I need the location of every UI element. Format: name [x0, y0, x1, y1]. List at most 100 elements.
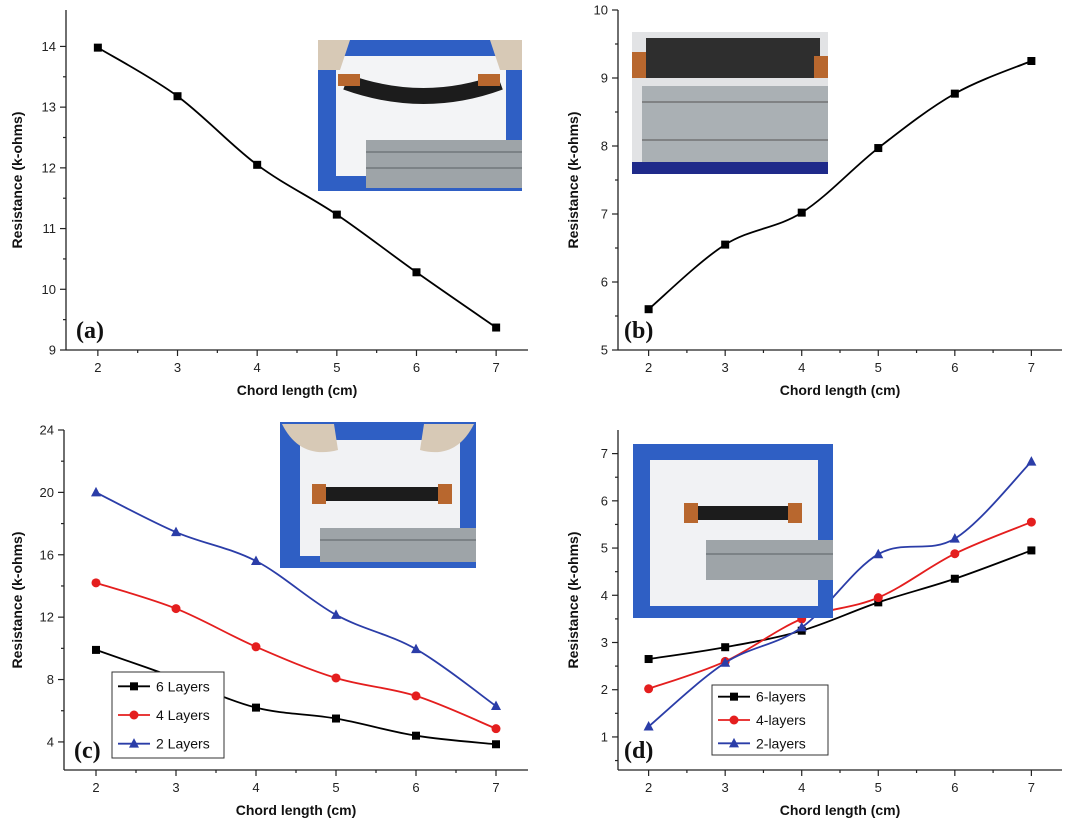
x-tick-label: 2 [645, 780, 652, 795]
data-point [173, 92, 182, 101]
data-point [252, 703, 260, 712]
data-point [1026, 517, 1036, 527]
chart-panel-a: 9 10 11 12 13 14 2 3 4 5 6 7 Chord length (cm) Resist… [9, 10, 528, 398]
series-line [648, 60, 1032, 310]
data-point [1027, 546, 1036, 555]
legend-marker [129, 738, 139, 748]
legend-label: 4 Layers [156, 707, 210, 723]
data-point [253, 160, 262, 169]
panel-label: (d) [624, 738, 653, 764]
legend-marker [730, 692, 738, 701]
y-tick-label: 9 [49, 343, 56, 358]
y-tick-label: 8 [601, 139, 608, 154]
y-tick-label: 5 [601, 343, 608, 358]
x-tick-label: 2 [94, 360, 101, 375]
legend-label: 6-layers [756, 689, 806, 705]
y-axis-title: Resistance (k-ohms) [565, 532, 581, 669]
x-tick-label: 3 [174, 360, 181, 375]
x-tick-label: 7 [492, 780, 499, 795]
series-d-2 [643, 456, 1037, 731]
legend-marker [729, 737, 739, 748]
data-point [796, 621, 807, 632]
data-point [950, 89, 959, 98]
data-point [491, 724, 501, 734]
y-tick-label: 7 [601, 207, 608, 222]
series-c-1 [91, 578, 501, 734]
data-point [873, 548, 884, 559]
legend-label: 2-layers [756, 735, 806, 751]
legend-marker [129, 710, 139, 720]
axes-b: 5 6 7 8 9 10 2 3 4 5 6 7 Chord length (cm) Resistance… [565, 3, 1062, 398]
y-tick-label: 12 [40, 610, 54, 625]
y-tick-label: 13 [42, 100, 56, 115]
x-tick-label: 5 [875, 780, 882, 795]
y-tick-label: 2 [601, 682, 608, 697]
data-point [644, 305, 653, 314]
x-tick-label: 7 [1028, 780, 1035, 795]
data-point [412, 268, 421, 277]
x-tick-label: 7 [493, 360, 500, 375]
x-tick-label: 2 [92, 780, 99, 795]
legend-marker [130, 682, 138, 691]
y-axis-title: Resistance (k-ohms) [565, 112, 581, 249]
series-line [648, 549, 1032, 660]
x-tick-label: 4 [252, 780, 259, 795]
legend-label: 6 Layers [156, 678, 210, 694]
y-tick-label: 11 [43, 221, 57, 236]
panel-label: (c) [74, 738, 101, 764]
y-axis-title: Resistance (k-ohms) [9, 112, 25, 249]
data-point [492, 323, 501, 332]
data-point [720, 657, 731, 667]
inset-photo-b [632, 32, 828, 174]
data-point [251, 642, 261, 652]
legend-d: 6-layers 4-layers 2-layers [711, 684, 829, 756]
y-tick-label: 24 [40, 423, 54, 438]
x-tick-label: 3 [722, 360, 729, 375]
axes-d: 1 2 3 4 5 6 7 2 3 4 5 6 7 Chord length (cm) Resistance… [565, 430, 1062, 818]
data-point [1026, 456, 1037, 466]
inset-photo-d [633, 444, 833, 618]
x-tick-label: 5 [332, 780, 339, 795]
y-tick-label: 1 [601, 729, 608, 744]
data-point [874, 598, 883, 607]
x-axis-title: Chord length (cm) [780, 382, 901, 398]
data-point [171, 526, 181, 537]
axes-a: 9 10 11 12 13 14 2 3 4 5 6 7 Chord length (cm) Resist… [9, 10, 528, 398]
y-tick-label: 16 [40, 547, 54, 562]
legend-label: 4-layers [756, 712, 806, 728]
data-point [873, 593, 883, 603]
x-tick-label: 3 [172, 780, 179, 795]
data-point [949, 533, 960, 543]
x-tick-label: 6 [951, 780, 958, 795]
y-tick-label: 6 [601, 493, 608, 508]
chart-panel-c: 4 8 12 16 20 24 2 3 4 5 6 7 Chord length (cm) Resista… [9, 422, 528, 818]
legend-label: 2 Layers [156, 736, 210, 752]
series-line [648, 461, 1033, 728]
data-point [492, 740, 500, 749]
x-tick-label: 3 [722, 780, 729, 795]
data-point [91, 578, 101, 588]
data-point [171, 604, 181, 614]
x-tick-label: 7 [1028, 360, 1035, 375]
chart-panel-b: 5 6 7 8 9 10 2 3 4 5 6 7 Chord length (cm) Resistance… [565, 3, 1062, 398]
data-point [411, 691, 421, 701]
data-point [644, 684, 654, 694]
data-point [721, 240, 730, 249]
x-tick-label: 6 [413, 360, 420, 375]
inset-photo-a [318, 40, 522, 191]
x-tick-label: 4 [798, 780, 805, 795]
data-point [332, 210, 341, 219]
series-b-0 [644, 57, 1036, 314]
data-point [331, 609, 341, 619]
data-point [411, 643, 421, 654]
data-point [251, 555, 261, 566]
x-tick-label: 4 [798, 360, 805, 375]
y-tick-label: 10 [42, 282, 56, 297]
x-tick-label: 6 [412, 780, 419, 795]
y-tick-label: 9 [601, 71, 608, 86]
series-line [95, 491, 497, 707]
panel-label: (b) [624, 318, 653, 344]
series-a-0 [93, 43, 501, 332]
data-point [643, 721, 654, 731]
